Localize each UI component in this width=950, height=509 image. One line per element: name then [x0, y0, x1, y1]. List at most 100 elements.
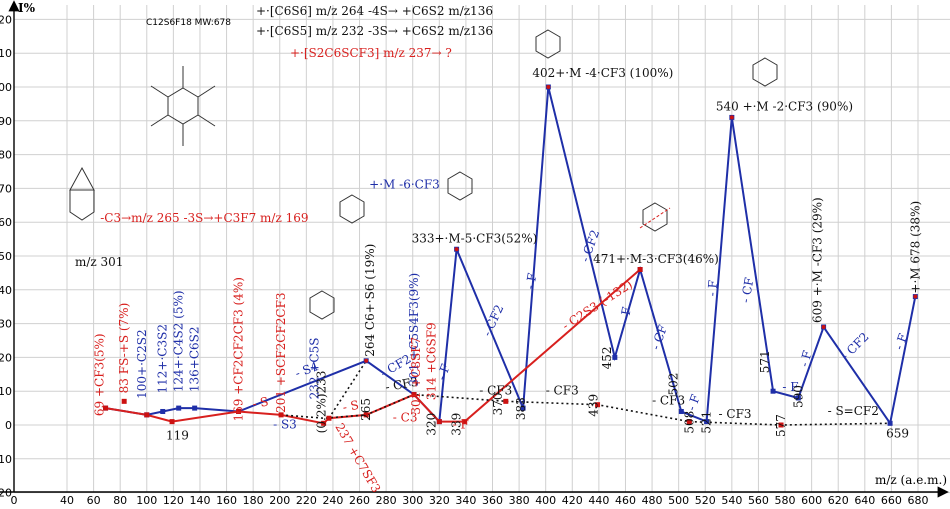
data-label: 577	[774, 414, 788, 437]
y-tick-label: 50	[0, 250, 12, 263]
y-tick-label: 30	[0, 318, 12, 331]
data-point	[795, 395, 801, 401]
data-point	[520, 405, 526, 411]
data-label: 100+·C2S2	[135, 329, 149, 398]
y-tick-label: 70	[0, 182, 12, 195]
data-point	[121, 398, 127, 404]
structure-icon-333	[447, 171, 473, 201]
x-tick-label: 260	[349, 494, 370, 507]
data-label: - F	[705, 279, 720, 296]
data-point	[169, 419, 175, 425]
data-label: - F	[453, 417, 469, 431]
data-point	[326, 415, 332, 421]
data-label: - S=CF2	[828, 404, 879, 418]
data-label: 232 +C5S	[307, 338, 321, 400]
y-tick-label: 10	[0, 385, 12, 398]
y-tick-label: 0	[5, 419, 12, 432]
data-label: 571	[758, 350, 772, 373]
data-label: - S	[342, 398, 360, 415]
series-layer	[105, 86, 917, 426]
data-label: - S	[251, 394, 269, 411]
data-point	[595, 402, 601, 408]
x-tick-label: 400	[535, 494, 556, 507]
data-label: 521	[700, 411, 714, 434]
series-line-dotted-trend	[281, 393, 891, 426]
series-line-red-branch	[105, 268, 641, 425]
data-label: 237 +C7SF3	[332, 421, 383, 495]
x-tick-label: 580	[775, 494, 796, 507]
data-label: 112+·C3S2	[156, 324, 170, 393]
data-label: 314 +C6SF9	[424, 322, 438, 400]
data-point	[411, 392, 417, 398]
data-point	[778, 422, 784, 428]
x-tick-label: 300	[402, 494, 423, 507]
x-tick-label: 160	[216, 494, 237, 507]
data-label: 439	[587, 394, 601, 417]
x-axis-label: m/z (a.e.m.)	[875, 473, 947, 487]
data-label: (0.2%)233	[315, 371, 329, 434]
data-label: 590	[791, 385, 805, 408]
series-line-dotted-branch	[328, 360, 367, 419]
formula-label: C12S6F18 MW:678	[146, 18, 231, 28]
x-tick-label: 140	[189, 494, 210, 507]
data-label: 339	[450, 413, 464, 436]
y-tick-label: -20	[0, 487, 12, 500]
data-label: 471+·M-3·CF3(46%)	[593, 252, 719, 266]
data-label: -C3→m/z 265 -3S→+C3F7 m/z 169	[100, 211, 308, 225]
data-label: 301 +C8SF7	[409, 337, 423, 415]
data-point	[612, 354, 618, 360]
structure-icon-540	[752, 57, 778, 87]
data-point	[160, 408, 166, 414]
data-point	[704, 419, 710, 425]
data-point	[278, 412, 284, 418]
peak-marker	[364, 358, 369, 363]
data-label: - F	[892, 332, 911, 352]
data-point	[770, 388, 776, 394]
x-tick-label: 620	[828, 494, 849, 507]
y-tick-label: 60	[0, 216, 12, 229]
data-point	[678, 408, 684, 414]
data-point	[686, 419, 692, 425]
x-tick-label: 200	[269, 494, 290, 507]
x-tick-label: 640	[854, 494, 875, 507]
x-tick-label: 480	[642, 494, 663, 507]
x-tick-label: 320	[429, 494, 450, 507]
axes	[0, 0, 949, 498]
x-tick-label: 560	[748, 494, 769, 507]
data-label: - F	[523, 272, 540, 290]
data-point	[103, 405, 109, 411]
data-label: 540 +·M -2·CF3 (90%)	[716, 100, 853, 114]
structure-icon-264	[309, 194, 365, 320]
structure-icon-parent	[150, 66, 216, 146]
x-tick-label: 660	[881, 494, 902, 507]
data-point	[321, 420, 327, 426]
data-label: 502	[666, 373, 680, 396]
data-label: - CF2	[480, 303, 507, 339]
x-tick-label: 60	[87, 494, 101, 507]
x-tick-label: 340	[455, 494, 476, 507]
x-tick-label: 600	[801, 494, 822, 507]
data-label: - CF3	[652, 394, 685, 408]
x-tick-label: 180	[243, 494, 264, 507]
y-tick-label: -10	[0, 453, 12, 466]
peak-marker	[546, 85, 551, 89]
data-label: 370	[491, 392, 505, 415]
y-axis-label: I%	[18, 1, 36, 15]
data-label: - CF3	[546, 384, 579, 398]
tick-labels: -20-100102030405060708090100110120130040…	[0, 13, 929, 507]
x-tick-label: 220	[296, 494, 317, 507]
data-label: 201 +SCF2CF2CF3	[274, 292, 288, 412]
x-tick-label: 380	[509, 494, 530, 507]
x-tick-label: 520	[695, 494, 716, 507]
peak-marker	[638, 267, 643, 272]
data-point	[503, 398, 509, 404]
peak-marker	[454, 247, 459, 252]
data-point	[462, 419, 468, 425]
data-point	[192, 405, 198, 411]
data-label: 320	[424, 413, 438, 436]
y-tick-label: 20	[0, 351, 12, 364]
data-label: 609 +·M -CF3 (29%)	[811, 197, 825, 323]
data-point	[144, 412, 150, 418]
